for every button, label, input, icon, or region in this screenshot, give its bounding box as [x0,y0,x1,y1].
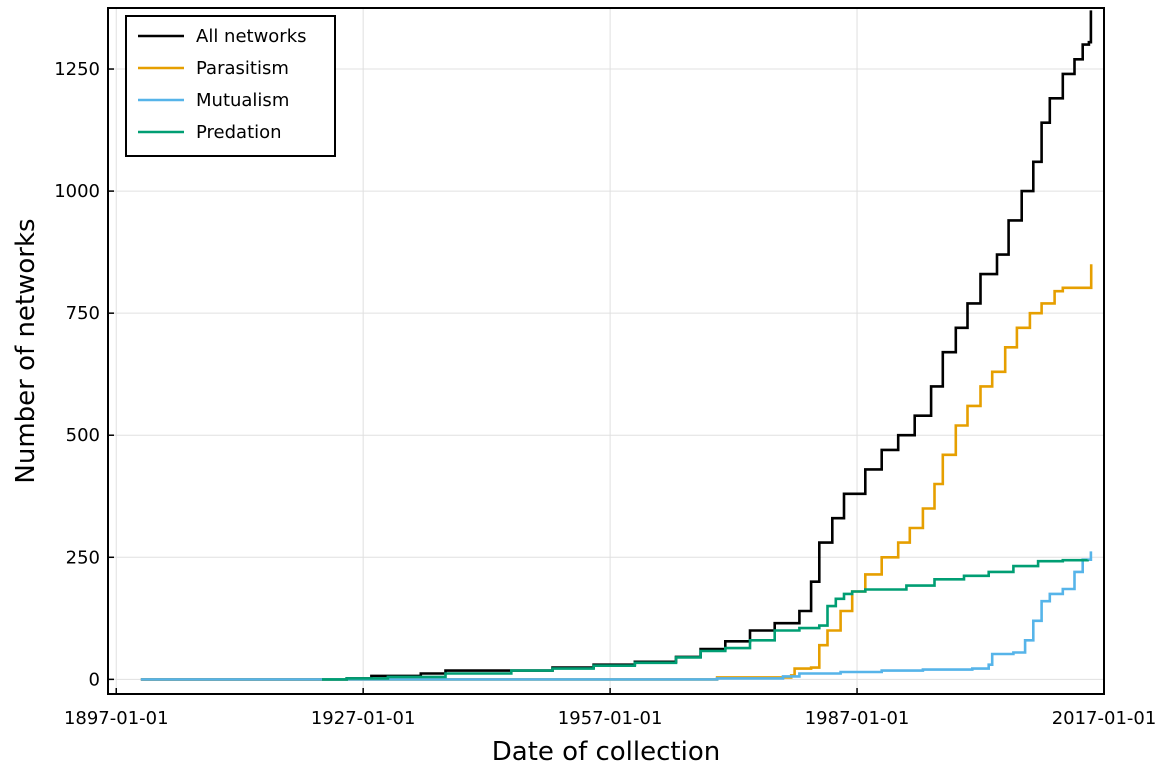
y-axis-label: Number of networks [11,218,41,483]
x-tick-label: 1897-01-01 [64,708,169,729]
y-tick-label: 0 [89,669,100,690]
x-tick-label: 1957-01-01 [558,708,663,729]
x-tick-label: 1987-01-01 [805,708,910,729]
x-axis-label: Date of collection [492,737,720,767]
y-tick-label: 1000 [54,181,100,202]
x-tick-label: 2017-01-01 [1052,708,1157,729]
plot-frame [107,7,1105,695]
legend-label: Mutualism [196,90,289,111]
legend: All networks Parasitism Mutualism Predation [125,15,336,157]
y-tick-label: 500 [66,425,100,446]
x-tick-label: 1927-01-01 [311,708,416,729]
series-lines [140,10,1093,681]
axis-ticks: 1897-01-01 1927-01-01 1957-01-01 1987-01-01… [54,59,1156,729]
y-tick-label: 250 [66,547,100,568]
series-line-mutualism [140,551,1093,681]
legend-label: Parasitism [196,58,289,79]
series-line-parasitism [140,264,1093,681]
legend-label: All networks [196,26,307,47]
legend-label: Predation [196,122,282,143]
y-tick-label: 1250 [54,59,100,80]
series-line-predation [322,558,1089,681]
y-tick-label: 750 [66,303,100,324]
